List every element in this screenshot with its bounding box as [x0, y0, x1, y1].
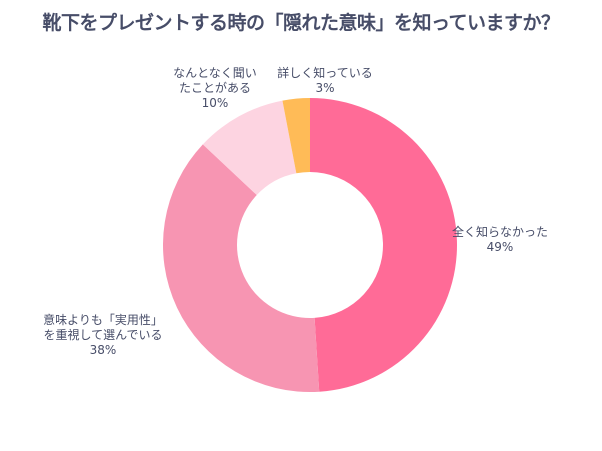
chart-title: 靴下をプレゼントする時の「隠れた意味」を知っていますか？: [42, 12, 560, 34]
slice-label-0-value: 49%: [486, 240, 514, 254]
slice-2: [202, 100, 297, 196]
slice-label-3: 詳しく知っている 3%: [250, 66, 400, 96]
slice-0: [310, 98, 457, 392]
slice-label-2: なんとなく聞いたことがある 10%: [170, 66, 260, 111]
slice-label-3-value: 3%: [315, 81, 335, 95]
slice-label-3-name: 詳しく知っている: [277, 66, 373, 80]
slice-label-0: 全く知らなかった 49%: [440, 225, 560, 255]
slice-label-2-value: 10%: [201, 96, 229, 110]
slice-label-1-value: 38%: [89, 343, 117, 357]
slice-label-0-name: 全く知らなかった: [451, 225, 548, 239]
slice-1: [163, 144, 320, 392]
slice-3: [282, 98, 310, 174]
slice-label-2-name: なんとなく聞いたことがある: [173, 66, 257, 95]
slice-label-1-name: 意味よりも「実用性」を重視して選んでいる: [43, 313, 163, 342]
slice-label-1: 意味よりも「実用性」を重視して選んでいる 38%: [38, 313, 168, 358]
